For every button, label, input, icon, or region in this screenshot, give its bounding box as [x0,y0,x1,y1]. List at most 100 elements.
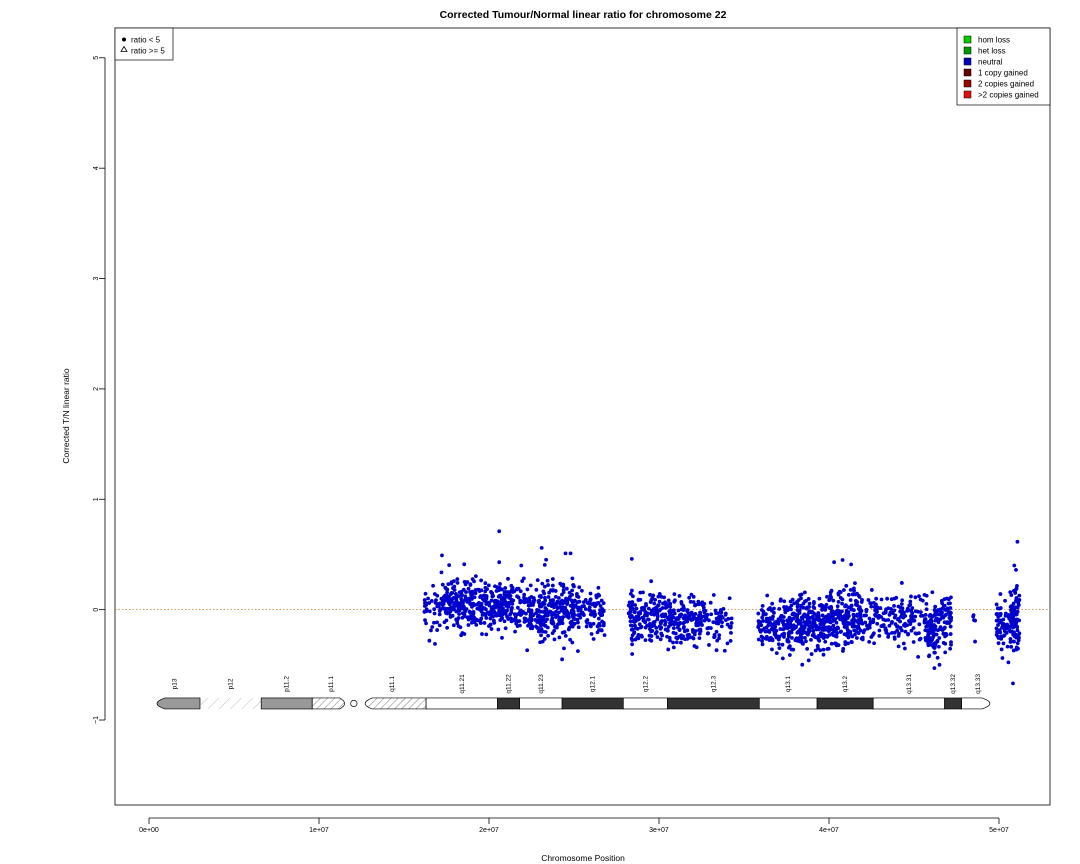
data-point [424,603,429,607]
data-point [899,581,904,585]
data-point [638,597,643,602]
data-point [871,631,876,636]
data-point [423,618,427,623]
chromosome-ideogram: p13 p12 p11.2 p11.1 q11.1 q11.21 q11.22 q11.23 q… [156,674,991,710]
chart-title: Corrected Tumour/Normal linear ratio for… [440,9,727,21]
data-point [486,583,491,588]
data-point [556,596,561,600]
data-point [440,553,444,558]
data-point [570,576,575,581]
data-point [676,623,681,628]
data-point [519,563,524,568]
data-point [799,635,804,640]
data-point [422,598,427,602]
data-point [787,653,792,657]
data-point [658,626,663,631]
data-point [443,593,447,598]
data-point [774,651,779,655]
data-point [729,621,734,625]
data-point [807,609,812,614]
data-point [570,640,575,645]
data-point [777,606,782,611]
data-point [721,606,726,611]
data-point [798,630,803,635]
data-point [1000,656,1005,660]
data-point [1012,639,1016,644]
data-point [549,588,553,593]
band-label: q13.33 [975,674,982,694]
data-point [1009,608,1013,613]
data-point [472,579,476,584]
data-point [473,574,478,579]
data-point [546,595,551,599]
data-point [705,631,710,636]
data-point [784,622,789,627]
data-point [937,636,942,640]
data-point [594,593,599,598]
data-point [430,625,435,629]
data-point [475,587,480,592]
data-point [700,600,705,605]
data-point [909,594,913,599]
data-point [926,643,931,648]
data-point [874,610,879,615]
data-point [659,594,664,599]
data-point [460,593,464,597]
data-point [511,598,516,603]
data-point [524,618,529,623]
x-tick-label: 3e+07 [649,827,669,834]
data-point [445,625,450,630]
data-point [841,620,846,625]
data-point [828,625,833,630]
data-point [869,588,874,592]
data-point [553,589,558,593]
data-point [932,632,936,637]
band-label: p11.1 [328,676,335,692]
data-point [535,578,540,583]
legend-swatch [963,35,972,44]
data-point [672,592,677,597]
data-point [1009,629,1014,634]
data-point [668,604,673,609]
data-point [933,618,938,623]
data-point [698,629,703,633]
data-point [426,596,431,601]
data-point [930,637,935,642]
data-point [499,587,504,592]
ideogram-band [519,697,563,710]
data-point [996,634,1000,639]
data-point [760,639,764,643]
data-point [934,640,938,645]
data-point [527,599,532,604]
data-point [1017,593,1022,598]
data-point [471,601,476,606]
data-point [668,621,672,625]
data-point [452,579,456,584]
data-point [449,591,454,595]
data-point [908,622,913,626]
data-point [886,632,891,637]
data-point [463,582,468,587]
data-point [839,629,843,634]
data-point [572,613,577,617]
data-point [496,627,501,632]
data-point [778,627,783,631]
data-point [568,637,573,642]
data-point [681,634,685,639]
data-point [998,611,1003,616]
data-point [1003,598,1007,603]
data-point [790,617,795,621]
data-point [544,557,549,562]
data-point [942,597,947,602]
ideogram-band [311,697,345,710]
data-point [513,629,517,634]
data-point [831,627,836,632]
data-point [429,599,434,603]
data-point [847,614,851,618]
data-point [566,611,571,616]
marker-legend-label: ratio < 5 [131,36,161,45]
data-point [524,597,529,601]
data-point [443,609,448,614]
y-tick-label: 0 [93,608,100,612]
data-point [1013,591,1018,595]
